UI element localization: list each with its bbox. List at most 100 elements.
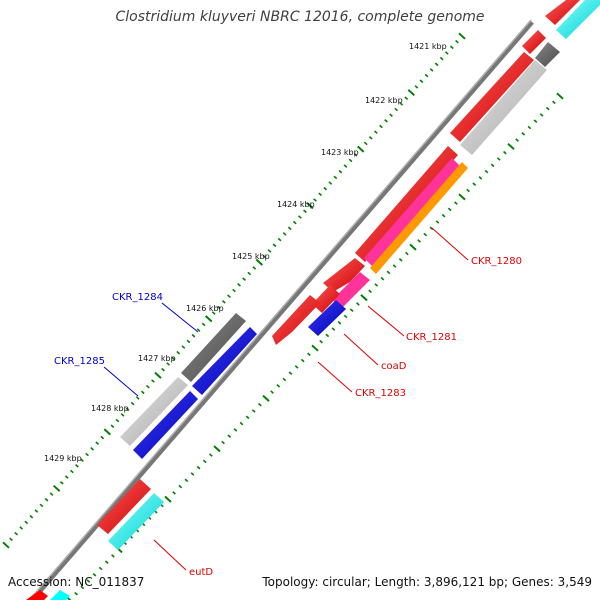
scale-tick xyxy=(373,130,378,134)
scale-tick xyxy=(2,541,10,549)
scale-tick xyxy=(145,384,150,389)
gene-feature-grey[interactable] xyxy=(535,42,560,67)
gene-feature-pink[interactable] xyxy=(332,272,370,308)
scale-tick xyxy=(140,390,145,395)
scale-tick xyxy=(201,322,206,327)
scale-tick xyxy=(184,478,189,483)
scale-tick xyxy=(233,428,238,432)
gene-feature-cyan[interactable] xyxy=(50,590,70,600)
scale-tick xyxy=(419,79,424,84)
scale-tick xyxy=(328,181,333,185)
scale-tick xyxy=(239,421,244,426)
gene-label-ckr-1280[interactable]: CKR_1280 xyxy=(471,256,522,267)
scale-tick xyxy=(44,497,49,502)
gene-label-ckr-1281[interactable]: CKR_1281 xyxy=(406,332,457,343)
scale-tick xyxy=(282,232,287,236)
gene-feature-ckr-1285-light[interactable] xyxy=(120,377,188,446)
scale-tick xyxy=(429,68,434,72)
cds-feature-ckr-1283[interactable] xyxy=(272,295,320,345)
gene-feature-top-cyan[interactable] xyxy=(556,0,600,39)
scale-tick xyxy=(392,264,397,268)
scale-tick xyxy=(496,157,501,161)
scale-tick xyxy=(414,85,419,89)
scale-tick xyxy=(255,258,263,266)
scale-tick xyxy=(111,554,115,558)
gene-label-coad[interactable]: coaD xyxy=(381,361,407,372)
gene-feature-coad-blue[interactable] xyxy=(308,300,346,336)
scale-tick xyxy=(262,394,270,402)
scale-tick xyxy=(407,89,415,97)
scale-tick xyxy=(34,509,39,513)
scale-tick xyxy=(221,440,225,445)
tick-label: 1424 kbp xyxy=(277,200,315,209)
gene-label-ckr-1283[interactable]: CKR_1283 xyxy=(355,388,406,399)
gene-feature-orange[interactable] xyxy=(370,162,468,274)
gene-feature-ckr-1284-blue[interactable] xyxy=(192,327,257,395)
scale-tick xyxy=(104,560,109,564)
scale-tick xyxy=(444,51,449,55)
tick-label: 1429 kbp xyxy=(44,454,82,463)
leader-line xyxy=(153,539,187,571)
scale-tick xyxy=(507,142,515,150)
gene-label-ckr-1285[interactable]: CKR_1285 xyxy=(54,356,105,367)
scale-tick xyxy=(49,492,54,496)
cds-feature-coad[interactable] xyxy=(312,285,340,313)
scale-tick xyxy=(424,73,429,78)
accession-text: Accession: NC_011837 xyxy=(8,575,145,589)
scale-tick xyxy=(294,365,299,369)
scale-tick xyxy=(458,193,466,201)
gene-feature-ckr-1284-grey[interactable] xyxy=(181,313,246,382)
scale-tick xyxy=(331,327,336,331)
gene-feature-light[interactable] xyxy=(460,60,547,155)
scale-tick xyxy=(86,579,91,583)
scale-tick xyxy=(196,465,201,470)
scale-tick xyxy=(154,371,162,379)
scale-tick xyxy=(490,163,495,168)
scale-tick xyxy=(556,92,564,100)
scale-tick xyxy=(196,328,201,332)
scale-tick xyxy=(92,573,97,577)
cds-feature-top-red[interactable] xyxy=(545,0,580,25)
scale-tick xyxy=(363,141,368,146)
scale-tick xyxy=(409,243,417,251)
scale-tick xyxy=(262,254,267,259)
cds-feature[interactable] xyxy=(522,30,546,54)
scale-tick xyxy=(466,188,470,193)
tick-label: 1421 kbp xyxy=(409,42,447,51)
scale-tick xyxy=(69,469,74,474)
gene-label-eutd[interactable]: eutD xyxy=(189,567,213,578)
gene-feature-pink[interactable] xyxy=(364,158,460,266)
scale-tick xyxy=(103,428,111,436)
scale-tick xyxy=(319,339,323,344)
scale-tick xyxy=(454,201,458,205)
tick-label: 1422 kbp xyxy=(365,96,403,105)
scale-tick xyxy=(252,266,257,270)
scale-tick xyxy=(353,153,358,157)
gene-label-ckr-1284[interactable]: CKR_1284 xyxy=(112,292,163,303)
leader-line xyxy=(317,361,353,393)
cds-feature-ckr-1280[interactable] xyxy=(355,146,458,262)
scale-tick xyxy=(552,100,556,105)
cds-feature-eutd[interactable] xyxy=(97,479,151,534)
cds-feature-ckr-1281[interactable] xyxy=(323,258,365,292)
tick-label: 1426 kbp xyxy=(186,304,224,313)
scale-tick xyxy=(211,311,216,315)
scale-tick xyxy=(380,276,385,281)
scale-tick xyxy=(434,62,439,67)
cds-feature[interactable] xyxy=(26,590,48,600)
cds-feature[interactable] xyxy=(450,52,534,142)
scale-tick xyxy=(100,435,105,440)
genome-summary-text: Topology: circular; Length: 3,896,121 bp… xyxy=(262,575,592,589)
scale-tick xyxy=(267,249,272,253)
scale-tick xyxy=(311,344,319,352)
scale-tick xyxy=(458,32,466,40)
scale-tick xyxy=(110,424,115,428)
gene-feature-eutd-cyan[interactable] xyxy=(108,493,164,550)
scale-tick xyxy=(455,39,459,44)
scale-tick xyxy=(297,215,302,219)
gene-feature-ckr-1285-blue[interactable] xyxy=(133,391,198,459)
scale-tick xyxy=(53,484,61,492)
scale-tick xyxy=(478,176,483,180)
scale-tick xyxy=(318,192,323,197)
